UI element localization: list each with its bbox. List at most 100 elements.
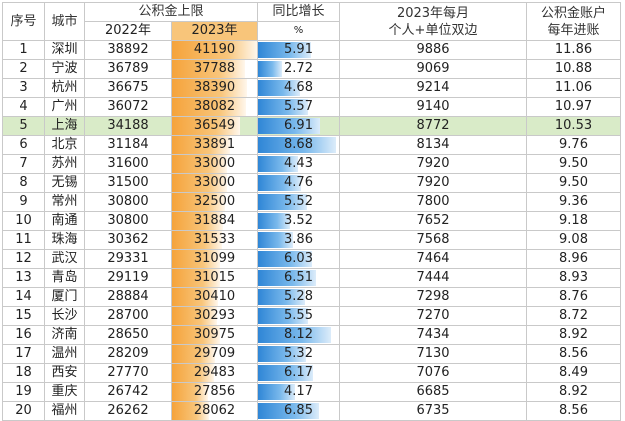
cell-2022: 29331 xyxy=(84,249,172,269)
cell-yearly: 9.50 xyxy=(526,154,621,174)
cell-2022: 26742 xyxy=(84,382,172,402)
cell-2023-text: 33000 xyxy=(193,156,236,171)
cell-yearly: 8.92 xyxy=(526,382,621,402)
cell-2023: 33000 xyxy=(171,154,258,174)
cell-city-text: 温州 xyxy=(51,346,78,361)
cell-yearly-text: 8.76 xyxy=(559,289,588,304)
cell-growth-text: 6.03 xyxy=(284,251,313,266)
cell-monthly-text: 9214 xyxy=(416,80,450,95)
cell-yearly: 8.72 xyxy=(526,306,621,326)
cell-monthly-text: 7434 xyxy=(416,327,450,342)
cell-2023: 30975 xyxy=(171,325,258,345)
growth-bar xyxy=(258,194,308,210)
header-row: 序号 城市 公积金上限 同比增长 2023年每月 个人+单位双边 公积金账户 每… xyxy=(2,2,621,41)
cap-2023-bar xyxy=(172,383,209,401)
cell-2023: 30410 xyxy=(171,287,258,307)
cell-growth-text: 5.57 xyxy=(284,99,313,114)
cell-index-text: 14 xyxy=(15,289,32,304)
cell-index-text: 19 xyxy=(15,384,32,399)
cell-yearly-text: 11.06 xyxy=(554,80,593,95)
cell-2023-text: 32500 xyxy=(193,194,236,209)
header-index: 序号 xyxy=(2,2,45,41)
cell-city-text: 武汉 xyxy=(51,251,78,266)
cell-2023-text: 31884 xyxy=(193,213,236,228)
cell-yearly: 8.49 xyxy=(526,363,621,383)
cell-yearly: 9.08 xyxy=(526,230,621,250)
cell-growth-text: 8.12 xyxy=(284,327,313,342)
cell-2022-text: 30800 xyxy=(107,213,149,228)
cell-growth: 8.68 xyxy=(257,135,340,155)
cell-city-text: 常州 xyxy=(51,194,78,209)
cell-index-text: 2 xyxy=(19,61,28,76)
cell-2023-text: 31015 xyxy=(193,270,236,285)
cell-growth: 5.91 xyxy=(257,40,340,60)
cell-index: 1 xyxy=(2,40,45,60)
header-cap: 公积金上限 xyxy=(84,2,258,22)
cell-yearly: 11.06 xyxy=(526,78,621,98)
cell-2022: 30362 xyxy=(84,230,172,250)
cell-index: 5 xyxy=(2,116,45,136)
cell-index-text: 17 xyxy=(15,346,32,361)
cell-monthly: 7444 xyxy=(339,268,527,288)
cell-index-text: 4 xyxy=(19,99,28,114)
cell-2022-text: 27770 xyxy=(107,365,149,380)
cell-yearly: 8.92 xyxy=(526,325,621,345)
cell-2023: 31099 xyxy=(171,249,258,269)
cell-2022: 31600 xyxy=(84,154,172,174)
cell-2022: 38892 xyxy=(84,40,172,60)
cell-2022-text: 28209 xyxy=(107,346,149,361)
cell-monthly: 7464 xyxy=(339,249,527,269)
cell-growth: 3.52 xyxy=(257,211,340,231)
cell-2023-text: 30410 xyxy=(193,289,236,304)
cell-city-text: 珠海 xyxy=(51,232,78,247)
cell-growth-text: 4.76 xyxy=(284,175,313,190)
cell-yearly-text: 8.72 xyxy=(559,308,588,323)
growth-bar xyxy=(258,384,296,400)
cell-yearly-text: 9.08 xyxy=(559,232,588,247)
cell-monthly: 7920 xyxy=(339,173,527,193)
cell-yearly-text: 10.53 xyxy=(554,118,593,133)
cell-yearly: 9.50 xyxy=(526,173,621,193)
cell-2023: 38390 xyxy=(171,78,258,98)
cell-yearly-text: 8.56 xyxy=(559,403,588,418)
cell-city: 宁波 xyxy=(44,59,85,79)
cell-city: 济南 xyxy=(44,325,85,345)
cell-index-text: 12 xyxy=(15,251,32,266)
cell-2022-text: 29331 xyxy=(107,251,149,266)
cell-2023: 29483 xyxy=(171,363,258,383)
cell-2023: 41190 xyxy=(171,40,258,60)
header-growth-unit: % xyxy=(257,21,340,41)
table-row: 10 南通 30800 31884 3.52 7652 9.18 xyxy=(2,211,621,231)
cell-city: 武汉 xyxy=(44,249,85,269)
cell-monthly: 7434 xyxy=(339,325,527,345)
cell-index: 8 xyxy=(2,173,45,193)
header-city: 城市 xyxy=(44,2,85,41)
cell-growth: 6.91 xyxy=(257,116,340,136)
cell-yearly: 9.18 xyxy=(526,211,621,231)
header-growth: 同比增长 xyxy=(257,2,340,22)
cell-growth: 5.57 xyxy=(257,97,340,117)
cap-2023-bar xyxy=(172,79,247,97)
cell-monthly-text: 9886 xyxy=(416,42,450,57)
cell-index: 20 xyxy=(2,401,45,421)
cell-yearly: 8.93 xyxy=(526,268,621,288)
cell-2022: 28884 xyxy=(84,287,172,307)
table-row: 2 宁波 36789 37788 2.72 9069 10.88 xyxy=(2,59,621,79)
cell-index-text: 6 xyxy=(19,137,28,152)
cell-growth: 4.76 xyxy=(257,173,340,193)
cell-city-text: 广州 xyxy=(51,99,78,114)
cell-growth: 6.17 xyxy=(257,363,340,383)
cell-growth: 4.68 xyxy=(257,78,340,98)
table-row: 14 厦门 28884 30410 5.28 7298 8.76 xyxy=(2,287,621,307)
cell-index-text: 13 xyxy=(15,270,32,285)
cell-city: 上海 xyxy=(44,116,85,136)
growth-bar xyxy=(258,327,331,343)
cell-index: 7 xyxy=(2,154,45,174)
table-row: 4 广州 36072 38082 5.57 9140 10.97 xyxy=(2,97,621,117)
table-row: 12 武汉 29331 31099 6.03 7464 8.96 xyxy=(2,249,621,269)
cell-yearly-text: 8.56 xyxy=(559,346,588,361)
growth-bar xyxy=(258,251,313,267)
cell-index-text: 18 xyxy=(15,365,32,380)
cell-index: 3 xyxy=(2,78,45,98)
cell-2023: 32500 xyxy=(171,192,258,212)
